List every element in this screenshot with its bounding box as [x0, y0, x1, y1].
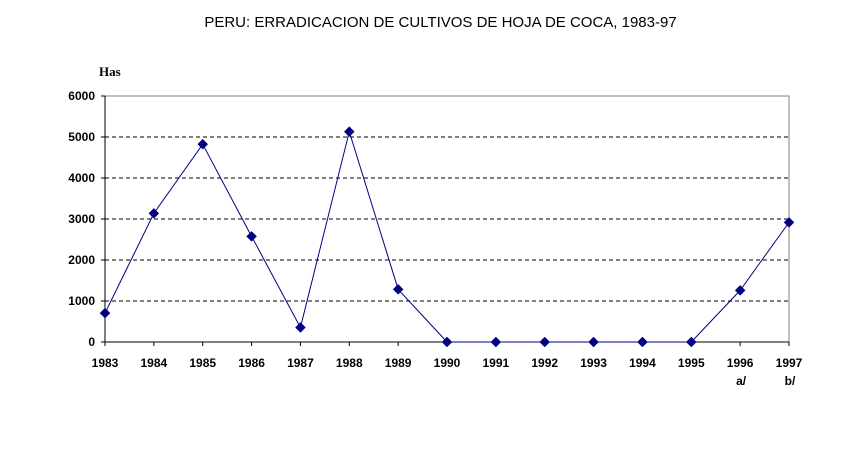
x-tick-label-1984: 1984: [141, 356, 168, 370]
chart-title: PERU: ERRADICACION DE CULTIVOS DE HOJA D…: [204, 14, 677, 31]
y-tick-label-6000: 6000: [68, 89, 95, 103]
x-tick-label-1987: 1987: [287, 356, 314, 370]
footnote-1997: b/: [785, 374, 796, 388]
y-tick-label-0: 0: [88, 335, 95, 349]
data-point-1984: [148, 208, 160, 219]
series: [99, 126, 795, 348]
x-tick-label-1990: 1990: [434, 356, 461, 370]
x-tick-label-1989: 1989: [385, 356, 412, 370]
data-point-1993: [588, 336, 599, 348]
data-point-1995: [685, 336, 697, 348]
data-point-1983: [99, 307, 111, 319]
x-tick-label-1991: 1991: [483, 356, 510, 370]
data-point-1987: [295, 322, 306, 333]
data-point-1994: [637, 336, 648, 348]
data-point-1996: [734, 285, 746, 296]
data-point-1991: [490, 336, 502, 348]
y-tick-label-2000: 2000: [68, 253, 95, 267]
x-tick-label-1995: 1995: [678, 356, 705, 370]
x-tick-label-1997: 1997: [776, 356, 803, 370]
footnote-1996: a/: [736, 374, 747, 388]
y-tick-label-5000: 5000: [68, 130, 95, 144]
y-axis-unit-label: Has: [99, 64, 121, 79]
x-tick-label-1996: 1996: [727, 356, 754, 370]
x-tick-label-1983: 1983: [92, 356, 119, 370]
x-tick-label-1992: 1992: [531, 356, 558, 370]
tick-labels: 0 1000 2000 3000 4000 5000 6000 1983 1984 1985 198…: [68, 89, 802, 388]
grid-lines: [105, 136, 789, 302]
x-tick-label-1985: 1985: [189, 356, 216, 370]
y-tick-label-1000: 1000: [68, 294, 95, 308]
data-point-1985: [197, 138, 209, 150]
data-point-1992: [539, 336, 551, 348]
axes: [101, 95, 790, 346]
x-tick-label-1986: 1986: [238, 356, 265, 370]
data-point-1989: [392, 283, 404, 295]
y-tick-label-4000: 4000: [68, 171, 95, 185]
x-tick-label-1993: 1993: [580, 356, 607, 370]
y-tick-label-3000: 3000: [68, 212, 95, 226]
x-tick-label-1988: 1988: [336, 356, 363, 370]
data-point-1997: [783, 217, 795, 228]
x-tick-label-1994: 1994: [629, 356, 656, 370]
data-point-1990: [441, 336, 453, 348]
data-point-1988: [343, 126, 355, 138]
data-point-1986: [246, 230, 257, 242]
series-line: [104, 129, 790, 343]
